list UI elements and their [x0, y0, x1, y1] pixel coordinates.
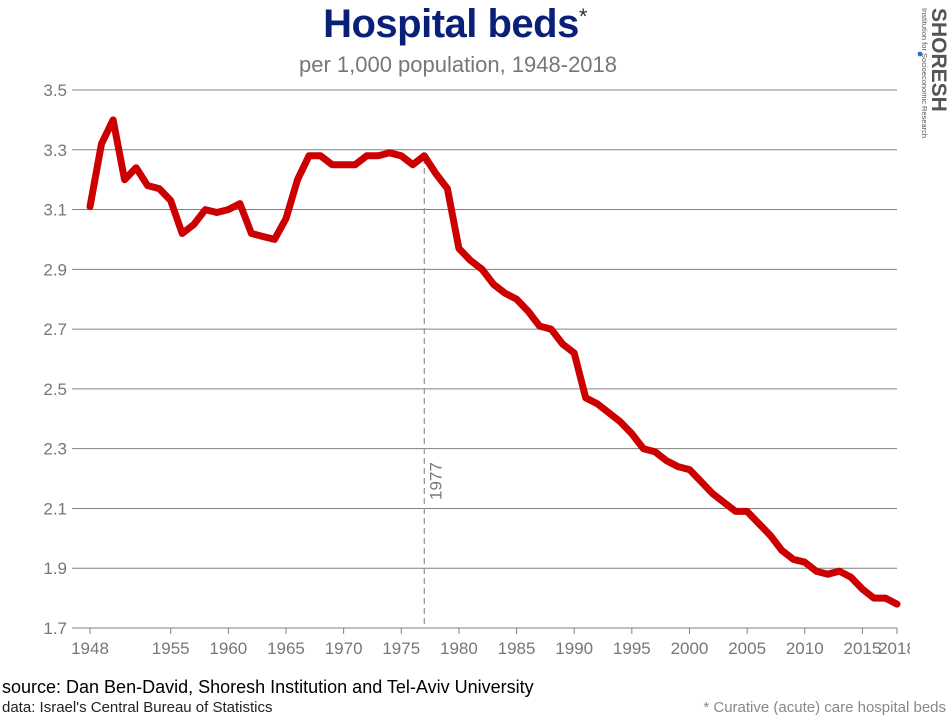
- x-tick-label: 2010: [786, 639, 824, 658]
- y-tick-label: 2.5: [43, 380, 67, 399]
- y-tick-label: 2.3: [43, 440, 67, 459]
- x-tick-label: 1975: [382, 639, 420, 658]
- shoresh-logo: SHORESH Institution for Socioeconomic Re…: [917, 8, 950, 138]
- logo-tagline: Institution for Socioeconomic Research: [920, 8, 929, 138]
- series-line-hospital-beds: [86, 116, 901, 608]
- x-tick-label: 2005: [728, 639, 766, 658]
- logo-dot-icon: [917, 51, 923, 57]
- y-tick-label: 3.5: [43, 81, 67, 100]
- x-tick-label: 1995: [613, 639, 651, 658]
- y-tick-label: 1.7: [43, 619, 67, 638]
- x-tick-label: 1970: [325, 639, 363, 658]
- title-text: Hospital beds: [323, 2, 579, 46]
- y-tick-label: 3.3: [43, 141, 67, 160]
- x-tick-label: 1985: [498, 639, 536, 658]
- x-tick-label: 1948: [71, 639, 109, 658]
- annotation-label-1977: 1977: [426, 462, 445, 500]
- source-credit: source: Dan Ben-David, Shoresh Instituti…: [2, 677, 534, 697]
- data-credit: data: Israel's Central Bureau of Statist…: [2, 699, 273, 716]
- x-tick-label: 1960: [209, 639, 247, 658]
- x-tick-label: 1955: [152, 639, 190, 658]
- y-tick-label: 3.1: [43, 201, 67, 220]
- x-tick-label: 1965: [267, 639, 305, 658]
- y-tick-label: 2.7: [43, 320, 67, 339]
- x-tick-label: 2015: [844, 639, 882, 658]
- x-tick-label: 2018: [878, 639, 910, 658]
- y-tick-label: 2.1: [43, 499, 67, 518]
- y-tick-label: 1.9: [43, 559, 67, 578]
- chart-subtitle: per 1,000 population, 1948-2018: [298, 52, 618, 77]
- x-tick-label: 2000: [671, 639, 709, 658]
- x-tick-label: 1980: [440, 639, 478, 658]
- y-tick-label: 2.9: [43, 260, 67, 279]
- title-asterisk: *: [578, 4, 588, 29]
- logo-wordmark: SHORESH: [927, 8, 950, 112]
- chart-title: Hospital beds*: [0, 2, 910, 47]
- footnote: * Curative (acute) care hospital beds: [703, 699, 946, 716]
- x-tick-label: 1990: [555, 639, 593, 658]
